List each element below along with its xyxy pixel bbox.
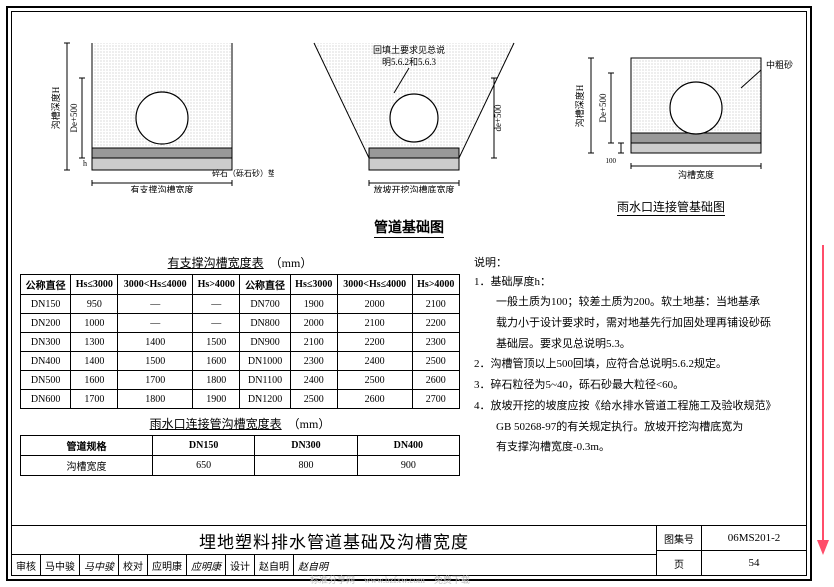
notes: 说明： 1．基础厚度h： 一般土质为100；较差土质为200。软土地基：当地基承… — [474, 248, 798, 476]
note-item: 3．碎石粒径为5~40，砾石砂最大粒径<60。 — [474, 376, 798, 395]
svg-text:沟槽深度H: 沟槽深度H — [50, 86, 61, 129]
note-item: 载力小于设计要求时，需对地基先行加固处理再铺设砂砾 — [474, 314, 798, 333]
diagram-mid: 回填土要求见总说 明5.6.2和5.6.3 de+500 放坡开挖沟槽底宽度 — [282, 18, 536, 213]
footer-signatures: 审核马中骏马中骏 校对应明康应明康 设计赵自明赵自明 — [12, 555, 656, 575]
svg-text:h: h — [83, 159, 87, 168]
table2-title: 雨水口连接管沟槽宽度表 （mm） — [20, 415, 460, 432]
diagram-row: 沟槽深度H De+500 h 有支撑沟槽宽度 碎石（砾石砂）垫层 回填土要求见总… — [20, 18, 798, 213]
note-item: 2．沟槽管顶以上500回填，应符合总说明5.6.2规定。 — [474, 355, 798, 374]
page-label: 页 — [657, 551, 702, 575]
arrow-annotation — [814, 245, 832, 565]
svg-text:沟槽宽度: 沟槽宽度 — [678, 169, 714, 180]
main-diagram-title: 管道基础图 — [374, 217, 444, 238]
set-label: 图集号 — [657, 526, 702, 550]
table1-title: 有支撑沟槽宽度表 （mm） — [20, 254, 460, 271]
set-val: 06MS201-2 — [702, 526, 806, 550]
table1: 公称直径Hs≤30003000<Hs≤4000Hs>4000公称直径Hs≤300… — [20, 274, 460, 409]
watermark: 标准分享网 www.bzfxw.com 免费下载 — [310, 573, 470, 586]
diagram-right: 沟槽深度H De+500 100 沟槽宽度 中粗砂 雨水口连接管基础图 — [544, 18, 798, 213]
svg-text:沟槽深度H: 沟槽深度H — [574, 84, 585, 127]
diagram-right-title: 雨水口连接管基础图 — [617, 198, 725, 216]
note-item: 基础层。要求见总说明5.3。 — [474, 335, 798, 354]
note-item: 一般土质为100；较差土质为200。软土地基：当地基承 — [474, 293, 798, 312]
svg-text:100: 100 — [606, 157, 617, 165]
table2: 管道规格DN150DN300DN400沟槽宽度650800900 — [20, 435, 460, 476]
note-item: 1．基础厚度h： — [474, 273, 798, 292]
svg-text:De+500: De+500 — [598, 93, 608, 123]
note-item: 4．放坡开挖的坡度应按《给水排水管道工程施工及验收规范》 — [474, 397, 798, 416]
page-val: 54 — [702, 551, 806, 575]
diagram-left: 沟槽深度H De+500 h 有支撑沟槽宽度 碎石（砾石砂）垫层 — [20, 18, 274, 213]
svg-text:放坡开挖沟槽底宽度: 放坡开挖沟槽底宽度 — [373, 184, 454, 193]
svg-text:碎石（砾石砂）垫层: 碎石（砾石砂）垫层 — [212, 168, 274, 178]
svg-text:de+500: de+500 — [493, 104, 503, 132]
note-item: 有支撑沟槽宽度-0.3m。 — [474, 438, 798, 457]
svg-text:明5.6.2和5.6.3: 明5.6.2和5.6.3 — [382, 57, 437, 67]
footer-title: 埋地塑料排水管道基础及沟槽宽度 — [12, 526, 656, 555]
footer: 埋地塑料排水管道基础及沟槽宽度 审核马中骏马中骏 校对应明康应明康 设计赵自明赵… — [12, 525, 806, 575]
svg-text:有支撑沟槽宽度: 有支撑沟槽宽度 — [130, 184, 193, 193]
svg-text:中粗砂: 中粗砂 — [766, 59, 793, 70]
note-item: GB 50268-97的有关规定执行。放坡开挖沟槽底宽为 — [474, 418, 798, 437]
svg-text:De+500: De+500 — [69, 103, 79, 133]
notes-head: 说明： — [474, 254, 798, 273]
svg-text:回填土要求见总说: 回填土要求见总说 — [373, 44, 445, 55]
